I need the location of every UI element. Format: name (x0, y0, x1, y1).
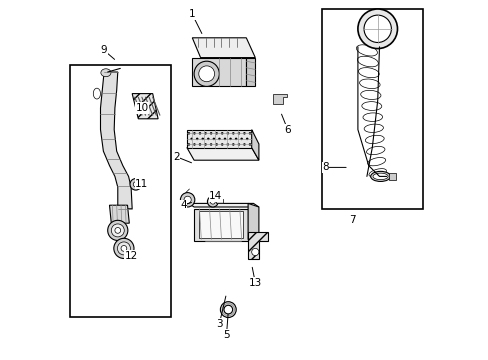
Polygon shape (247, 203, 258, 241)
Bar (216, 199, 223, 203)
Polygon shape (192, 38, 255, 58)
Circle shape (363, 15, 390, 42)
Circle shape (199, 66, 214, 82)
Text: 13: 13 (248, 278, 262, 288)
Text: 4: 4 (180, 200, 186, 210)
Polygon shape (247, 232, 267, 259)
Text: 5: 5 (223, 330, 229, 340)
Text: 11: 11 (135, 179, 148, 189)
Circle shape (183, 196, 191, 203)
Text: 6: 6 (284, 125, 290, 135)
Ellipse shape (101, 69, 111, 77)
Circle shape (210, 199, 215, 204)
Circle shape (133, 182, 138, 187)
Polygon shape (186, 130, 251, 148)
Text: 9: 9 (101, 45, 107, 55)
Polygon shape (246, 58, 255, 86)
Circle shape (220, 302, 236, 318)
Text: 10: 10 (135, 103, 148, 113)
Circle shape (224, 305, 232, 314)
Text: 14: 14 (209, 191, 222, 201)
Circle shape (117, 242, 130, 255)
Polygon shape (132, 94, 158, 119)
Text: 12: 12 (124, 251, 138, 261)
Polygon shape (109, 205, 129, 223)
Circle shape (180, 193, 194, 207)
Text: 7: 7 (348, 215, 355, 225)
Bar (321, 9, 422, 209)
Bar (387, 173, 395, 180)
Circle shape (114, 238, 134, 258)
Circle shape (115, 228, 121, 233)
Circle shape (194, 61, 219, 86)
Circle shape (251, 248, 258, 256)
Circle shape (107, 220, 127, 240)
Circle shape (357, 9, 397, 49)
Polygon shape (186, 148, 258, 160)
Ellipse shape (370, 171, 390, 181)
Polygon shape (192, 58, 246, 86)
Text: 1: 1 (188, 9, 195, 19)
Circle shape (111, 224, 124, 237)
Polygon shape (251, 130, 258, 160)
Text: 2: 2 (172, 152, 179, 162)
Polygon shape (199, 211, 242, 238)
Text: 8: 8 (322, 162, 328, 172)
Circle shape (207, 196, 218, 207)
Polygon shape (188, 203, 258, 207)
Bar (70, 65, 170, 317)
Polygon shape (101, 72, 132, 209)
Ellipse shape (93, 88, 101, 99)
Polygon shape (194, 209, 247, 241)
Text: 3: 3 (216, 319, 222, 329)
Polygon shape (272, 94, 286, 104)
Circle shape (121, 246, 126, 251)
Ellipse shape (372, 173, 387, 180)
Circle shape (130, 179, 141, 190)
